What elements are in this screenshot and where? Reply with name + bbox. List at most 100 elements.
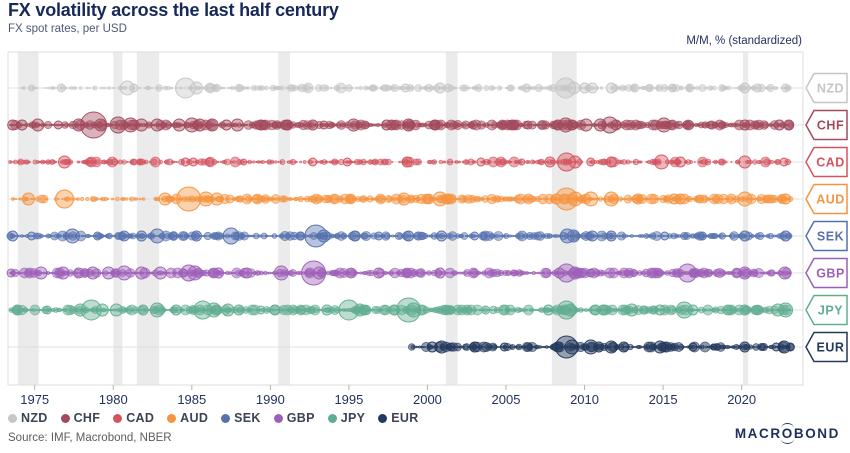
legend-dot <box>167 413 177 423</box>
x-tick-label: 2015 <box>649 392 678 407</box>
series-row-aud <box>10 186 794 212</box>
volatility-spike <box>429 119 441 131</box>
volatility-spike <box>521 83 531 93</box>
volatility-spike <box>401 156 413 168</box>
volatility-spike <box>55 189 74 209</box>
recession-band <box>445 52 458 385</box>
currency-tag-label: CHF <box>817 119 844 133</box>
volatility-spike <box>583 191 599 207</box>
series-row-jpy <box>8 297 794 323</box>
volatility-spike <box>213 267 224 279</box>
x-tick-label: 1985 <box>177 392 206 407</box>
volatility-spike <box>175 77 196 99</box>
x-tick-label: 1990 <box>256 392 285 407</box>
volatility-spike <box>172 118 186 132</box>
volatility-spike <box>42 305 52 315</box>
volatility-spike <box>709 343 717 351</box>
volatility-spike <box>470 268 480 278</box>
volatility-spike <box>567 81 581 95</box>
volatility-spike <box>711 121 719 129</box>
volatility-spike <box>586 82 598 94</box>
volatility-spike <box>476 157 486 167</box>
volatility-spike <box>123 117 138 133</box>
volatility-spike <box>295 231 305 241</box>
volatility-spike <box>321 304 333 316</box>
volatility-spike <box>737 191 753 207</box>
volatility-spike <box>241 267 253 279</box>
volatility-spike <box>555 335 578 359</box>
volatility-spike <box>568 266 582 280</box>
volatility-spike <box>109 303 123 317</box>
currency-tag-label: CAD <box>816 156 845 170</box>
volatility-spike <box>282 119 294 131</box>
volatility-spike <box>678 263 697 283</box>
volatility-spike <box>102 266 115 280</box>
series-row-gbp <box>6 260 792 286</box>
volatility-spike <box>434 267 446 279</box>
volatility-spike <box>785 342 795 352</box>
volatility-spike <box>557 300 576 320</box>
volatility-spike <box>116 265 132 281</box>
volatility-spike <box>618 341 630 353</box>
legend-label: NZD <box>21 411 48 425</box>
volatility-spike <box>654 304 666 316</box>
volatility-spike <box>85 157 95 167</box>
volatility-spike <box>307 119 319 131</box>
volatility-spike <box>481 305 491 315</box>
volatility-spike <box>273 265 289 281</box>
volatility-spike <box>468 120 478 130</box>
macrobond-logo: MACROBOND <box>734 422 840 444</box>
volatility-spike <box>610 119 622 131</box>
volatility-spike <box>73 267 85 279</box>
legend-label: GBP <box>286 411 315 425</box>
volatility-spike <box>135 118 148 132</box>
volatility-spike <box>193 118 207 132</box>
volatility-spike <box>675 301 693 319</box>
legend-dot <box>8 413 17 423</box>
volatility-spike <box>435 340 449 354</box>
currency-tag-cad: CAD <box>805 146 848 178</box>
volatility-spike <box>605 230 617 242</box>
volatility-spike <box>523 120 533 130</box>
volatility-spike <box>469 341 481 353</box>
legend-label: EUR <box>391 411 419 425</box>
series-row-cad <box>8 152 792 172</box>
currency-tag-jpy: JPY <box>805 294 848 326</box>
volatility-spike <box>80 299 102 321</box>
volatility-spike <box>498 120 508 130</box>
legend-item-sek: SEK <box>221 411 261 425</box>
x-tick-label: 2005 <box>492 392 521 407</box>
volatility-spike <box>308 157 318 167</box>
volatility-spike <box>312 266 326 280</box>
currency-tag-nzd: NZD <box>805 72 848 104</box>
logo-o-mark: O <box>780 422 794 444</box>
currency-tag-gbp: GBP <box>805 257 848 289</box>
volatility-spike <box>739 341 751 353</box>
volatility-spike <box>180 264 198 282</box>
volatility-spike <box>16 119 28 131</box>
volatility-spike <box>401 83 410 93</box>
volatility-spike <box>752 83 762 93</box>
plot-frame <box>7 51 804 386</box>
volatility-spike <box>21 192 35 206</box>
volatility-spike <box>297 305 307 315</box>
x-tick-label: 2020 <box>727 392 756 407</box>
unit-note: M/M, % (standardized) <box>686 35 802 47</box>
volatility-spike <box>129 83 139 93</box>
volatility-spike <box>739 119 751 131</box>
volatility-spike <box>397 192 411 206</box>
volatility-spike <box>603 191 619 207</box>
legend-item-nzd: NZD <box>8 411 48 425</box>
legend-item-gbp: GBP <box>273 411 315 425</box>
legend-item-jpy: JPY <box>327 411 366 425</box>
volatility-spike <box>738 155 752 169</box>
legend-dot <box>221 413 231 423</box>
volatility-spike <box>198 191 214 207</box>
volatility-spike <box>781 83 791 93</box>
volatility-spike <box>136 158 144 166</box>
volatility-spike <box>109 116 127 134</box>
legend-dot <box>60 413 70 423</box>
volatility-spike <box>682 120 692 130</box>
legend-label: CAD <box>126 411 155 425</box>
volatility-spike <box>27 231 37 241</box>
